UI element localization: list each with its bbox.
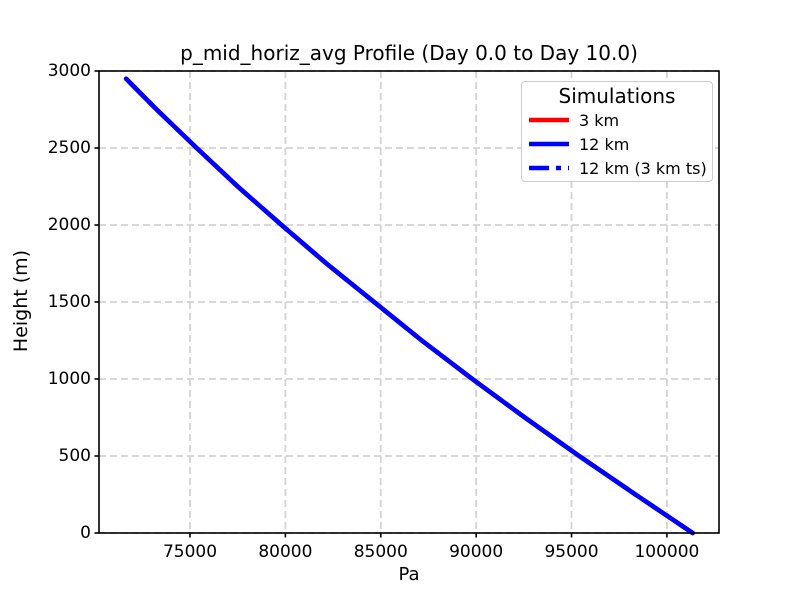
x-tick-label: 90000 [449,542,504,562]
legend-line-sample-icon [529,141,569,147]
legend-entry-label: 3 km [579,110,620,130]
x-tick-label: 80000 [258,542,313,562]
x-axis-label: Pa [398,564,420,585]
y-tick-label: 500 [58,446,91,466]
x-tick-label: 85000 [353,542,408,562]
legend-entries: 3 km 12 km 12 km (3 km ts) [522,108,712,180]
y-tick-label: 1500 [47,292,91,312]
legend-entry: 3 km [522,108,712,132]
y-tick-label: 2500 [47,138,91,158]
series-line-12-km-3-km-ts- [123,76,695,536]
legend-line-sample-icon [529,165,569,171]
y-tick-label: 1000 [47,369,91,389]
legend-entry: 12 km [522,132,712,156]
legend: Simulations 3 km 12 km 12 km (3 km ts) [521,81,713,182]
legend-entry-label: 12 km (3 km ts) [579,158,707,178]
legend-entry: 12 km (3 km ts) [522,156,712,180]
legend-title: Simulations [558,84,676,108]
x-tick-label: 95000 [544,542,599,562]
x-tick-label: 75000 [162,542,218,562]
chart-title: p_mid_horiz_avg Profile (Day 0.0 to Day … [180,41,638,65]
x-tick-label: 100000 [634,542,700,562]
legend-entry-label: 12 km [579,134,630,154]
y-tick-label: 0 [80,523,91,543]
y-tick-label: 2000 [47,215,91,235]
y-tick-label: 3000 [47,61,91,81]
legend-line-sample-icon [529,117,569,123]
